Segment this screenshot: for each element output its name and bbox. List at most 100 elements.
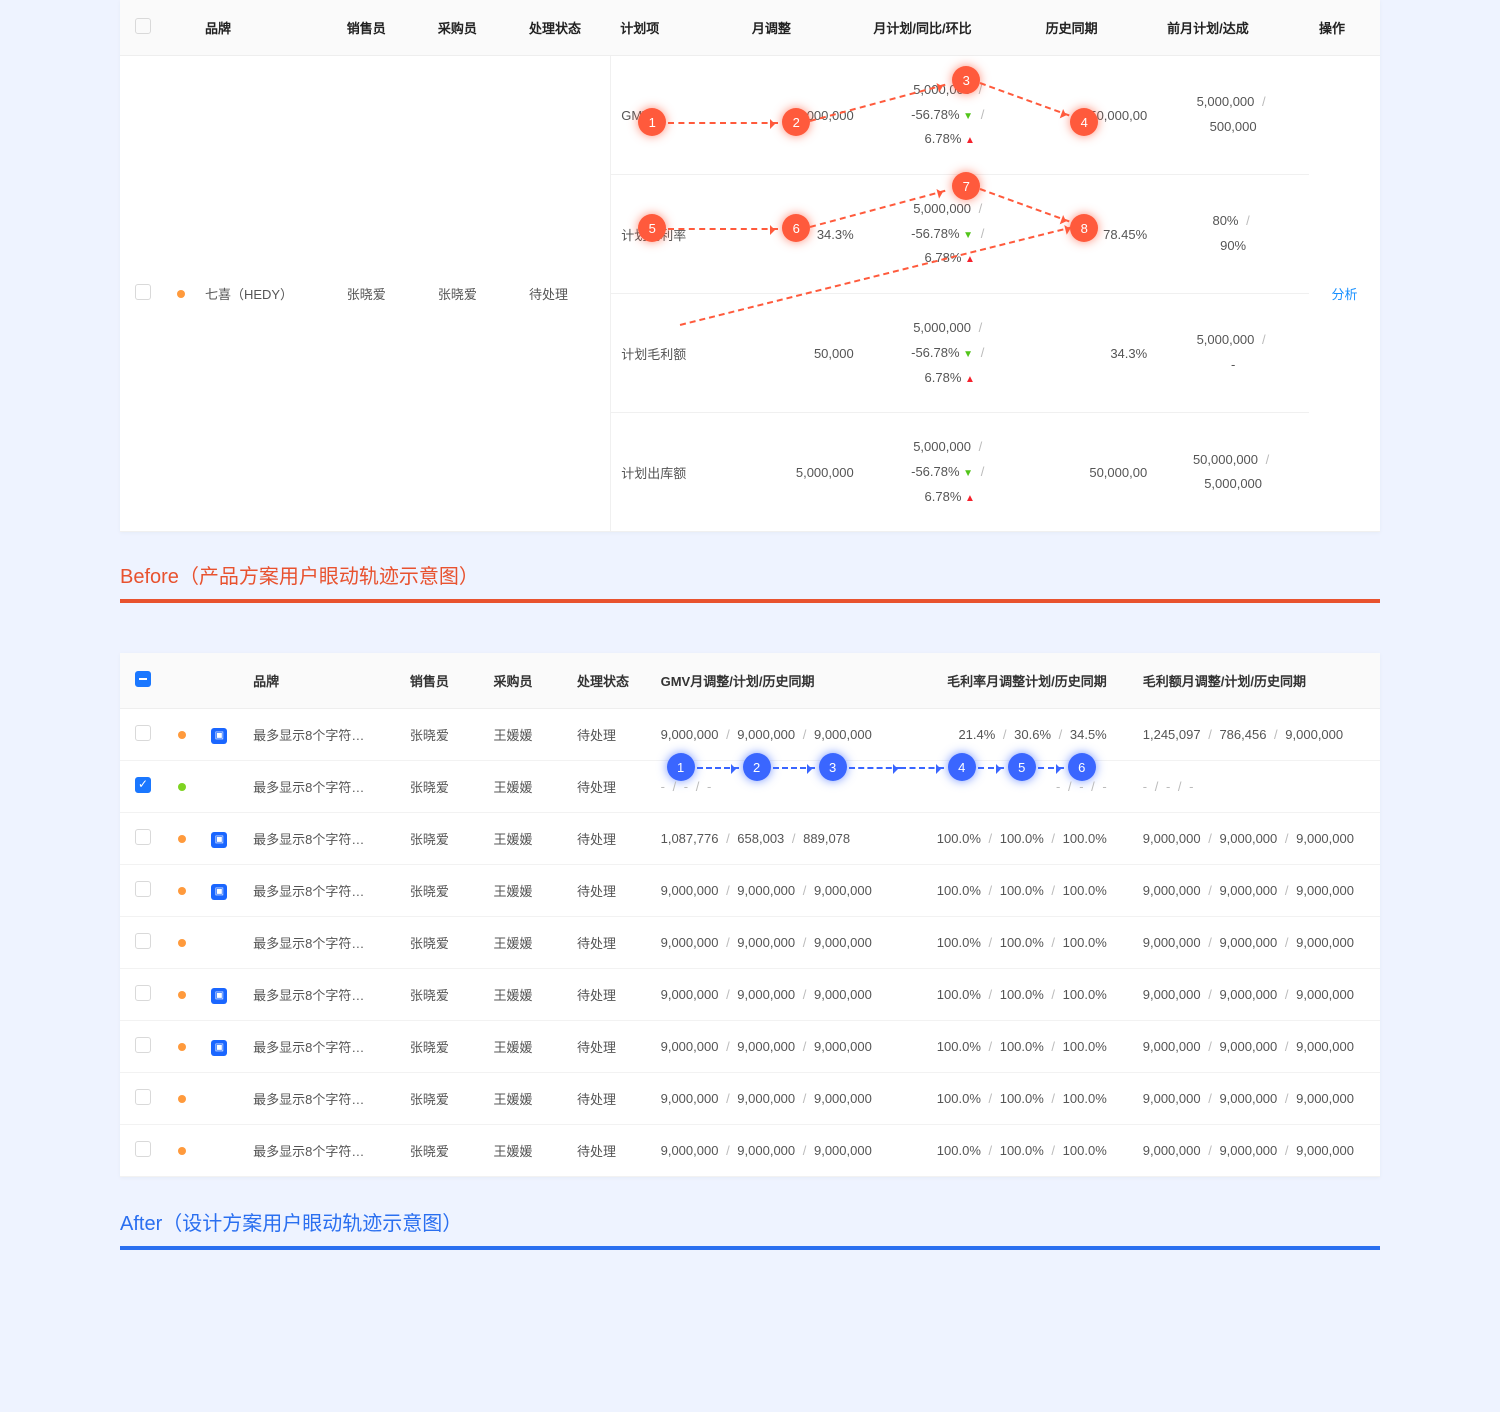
cell-brand: 最多显示8个字符… — [241, 969, 398, 1021]
status-dot-icon — [178, 887, 186, 895]
cell-brand: 最多显示8个字符… — [241, 761, 398, 813]
cell-buyer: 王媛媛 — [481, 1021, 565, 1073]
col-salesperson: 销售员 — [398, 653, 482, 709]
cell-brand: 最多显示8个字符… — [241, 1125, 398, 1177]
cell-buyer: 王媛媛 — [481, 917, 565, 969]
before-label: Before（产品方案用户眼动轨迹示意图） — [120, 560, 1380, 589]
table-row: 最多显示8个字符…张晓爱王媛媛待处理9,000,000 / 9,000,000 … — [120, 917, 1380, 969]
col-brand: 品牌 — [195, 0, 337, 56]
col-month-adj: 月调整 — [742, 0, 864, 56]
plan-month-cmp: 5,000,000 /-56.78% ▼ /6.78% ▲ — [864, 413, 1036, 532]
after-divider — [120, 1246, 1380, 1250]
after-label: After（设计方案用户眼动轨迹示意图） — [120, 1207, 1380, 1236]
plan-month-cmp: 5,000,000 /-56.78% ▼ /6.78% ▲ — [864, 294, 1036, 413]
tag-badge-icon: ▣ — [211, 728, 227, 744]
row-checkbox[interactable] — [135, 933, 151, 949]
cell-buyer: 王媛媛 — [481, 813, 565, 865]
after-panel: 品牌 销售员 采购员 处理状态 GMV月调整/计划/历史同期 毛利率月调整计划/… — [120, 653, 1380, 1177]
cell-salesperson: 张晓爱 — [398, 1125, 482, 1177]
plan-history: 34.3% — [1036, 294, 1157, 413]
cell-margin: 21.4% / 30.6% / 34.5%456 — [910, 709, 1119, 761]
before-divider — [120, 599, 1380, 603]
cell-status: 待处理 — [565, 1125, 649, 1177]
cell-margin: 100.0% / 100.0% / 100.0% — [910, 969, 1119, 1021]
cell-profit: 9,000,000 / 9,000,000 / 9,000,000 — [1119, 813, 1380, 865]
cell-buyer: 王媛媛 — [481, 969, 565, 1021]
row-checkbox[interactable] — [135, 1037, 151, 1053]
cell-margin: 100.0% / 100.0% / 100.0% — [910, 813, 1119, 865]
cell-gmv: 9,000,000 / 9,000,000 / 9,000,000 — [649, 1125, 910, 1177]
row-checkbox[interactable] — [135, 881, 151, 897]
cell-salesperson: 张晓爱 — [398, 709, 482, 761]
plan-month-cmp: 5,000,000 /-56.78% ▼ /6.78% ▲ — [864, 175, 1036, 294]
col-history: 历史同期 — [1036, 0, 1158, 56]
col-brand: 品牌 — [241, 653, 398, 709]
col-buyer: 采购员 — [428, 0, 519, 56]
table-row: 最多显示8个字符…张晓爱王媛媛待处理- / - / -- / - / -- / … — [120, 761, 1380, 813]
cell-status: 待处理 — [565, 813, 649, 865]
plan-history: 78.45% — [1036, 175, 1157, 294]
table-row: ▣最多显示8个字符…张晓爱王媛媛待处理1,087,776 / 658,003 /… — [120, 813, 1380, 865]
col-status: 处理状态 — [565, 653, 649, 709]
cell-salesperson: 张晓爱 — [398, 865, 482, 917]
plan-name: 计划毛利额 — [611, 294, 743, 413]
cell-profit: 1,245,097 / 786,456 / 9,000,000 — [1119, 709, 1380, 761]
table-row: 最多显示8个字符…张晓爱王媛媛待处理9,000,000 / 9,000,000 … — [120, 1073, 1380, 1125]
row-checkbox[interactable] — [135, 725, 151, 741]
cell-profit: 9,000,000 / 9,000,000 / 9,000,000 — [1119, 1073, 1380, 1125]
cell-salesperson: 张晓爱 — [398, 917, 482, 969]
row-checkbox[interactable] — [135, 777, 151, 793]
cell-profit: 9,000,000 / 9,000,000 / 9,000,000 — [1119, 1021, 1380, 1073]
plan-row: 计划出库额5,000,0005,000,000 /-56.78% ▼ /6.78… — [611, 413, 1309, 532]
col-plan-item: 计划项 — [610, 0, 742, 56]
table-row: ▣最多显示8个字符…张晓爱王媛媛待处理9,000,000 / 9,000,000… — [120, 865, 1380, 917]
status-dot-icon — [178, 731, 186, 739]
status-dot-icon — [178, 1095, 186, 1103]
table-row: ▣最多显示8个字符…张晓爱王媛媛待处理9,000,000 / 9,000,000… — [120, 709, 1380, 761]
status-dot-icon — [177, 290, 185, 298]
row-checkbox[interactable] — [135, 1089, 151, 1105]
status-dot-icon — [178, 1147, 186, 1155]
tag-badge-icon: ▣ — [211, 988, 227, 1004]
table-row: 最多显示8个字符…张晓爱王媛媛待处理9,000,000 / 9,000,000 … — [120, 1125, 1380, 1177]
cell-salesperson: 张晓爱 — [398, 969, 482, 1021]
select-all-checkbox[interactable] — [135, 18, 151, 34]
row-checkbox[interactable] — [135, 829, 151, 845]
cell-gmv: 9,000,000 / 9,000,000 / 9,000,000123 — [649, 709, 910, 761]
cell-brand: 最多显示8个字符… — [241, 813, 398, 865]
cell-brand: 最多显示8个字符… — [241, 865, 398, 917]
plan-prev: 5,000,000 /500,000 — [1157, 56, 1309, 175]
status-dot-icon — [178, 835, 186, 843]
row-checkbox[interactable] — [135, 284, 151, 300]
table-row: 七喜（HEDY） 张晓爱 张晓爱 待处理 GMV5,000,0005,000,0… — [120, 56, 1380, 532]
plan-prev: 5,000,000 /- — [1157, 294, 1309, 413]
analyze-link[interactable]: 分析 — [1332, 287, 1358, 302]
row-checkbox[interactable] — [135, 1141, 151, 1157]
col-gmv: GMV月调整/计划/历史同期 — [649, 653, 910, 709]
col-margin: 毛利率月调整计划/历史同期 — [910, 653, 1119, 709]
cell-profit: 9,000,000 / 9,000,000 / 9,000,000 — [1119, 865, 1380, 917]
plan-row: GMV5,000,0005,000,000 /-56.78% ▼ /6.78% … — [611, 56, 1309, 175]
cell-buyer: 张晓爱 — [428, 56, 519, 532]
plan-name: 计划毛利率 — [611, 175, 743, 294]
cell-gmv: 9,000,000 / 9,000,000 / 9,000,000 — [649, 917, 910, 969]
cell-brand: 最多显示8个字符… — [241, 709, 398, 761]
plan-adj: 50,000 — [742, 294, 863, 413]
row-checkbox[interactable] — [135, 985, 151, 1001]
status-dot-icon — [178, 1043, 186, 1051]
col-month-cmp: 月计划/同比/环比 — [863, 0, 1035, 56]
status-dot-icon — [178, 939, 186, 947]
plan-history: 50,000,00 — [1036, 56, 1157, 175]
plan-prev: 80% /90% — [1157, 175, 1309, 294]
cell-brand: 七喜（HEDY） — [195, 56, 337, 532]
cell-buyer: 王媛媛 — [481, 709, 565, 761]
cell-gmv: 9,000,000 / 9,000,000 / 9,000,000 — [649, 1021, 910, 1073]
plan-history: 50,000,00 — [1036, 413, 1157, 532]
cell-status: 待处理 — [565, 969, 649, 1021]
tag-badge-icon: ▣ — [211, 884, 227, 900]
select-all-checkbox[interactable] — [135, 671, 151, 687]
cell-status: 待处理 — [565, 865, 649, 917]
plan-row: 计划毛利率34.3%5,000,000 /-56.78% ▼ /6.78% ▲7… — [611, 175, 1309, 294]
col-op: 操作 — [1309, 0, 1380, 56]
cell-brand: 最多显示8个字符… — [241, 917, 398, 969]
